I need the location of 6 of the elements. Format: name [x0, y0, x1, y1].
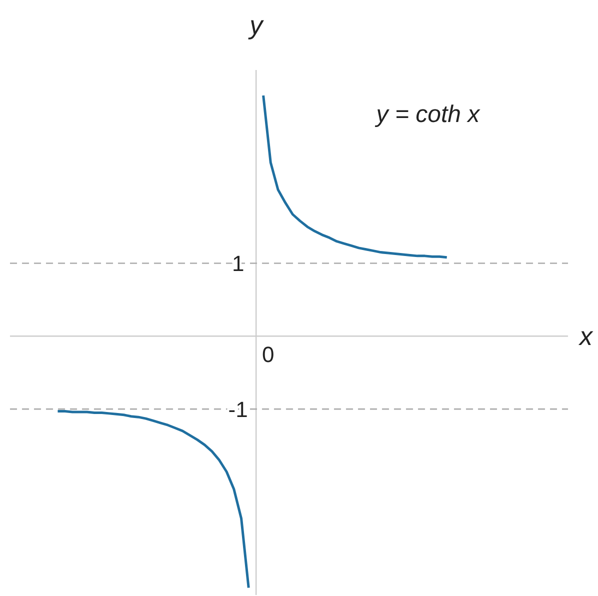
y-axis-title: y — [248, 10, 265, 40]
annotation: 0 — [262, 342, 274, 368]
annotation: y = coth x — [374, 101, 481, 128]
y-tick-label: -1 — [228, 397, 248, 422]
x-axis-title: x — [578, 321, 594, 352]
y-tick-label: 1 — [232, 251, 244, 276]
